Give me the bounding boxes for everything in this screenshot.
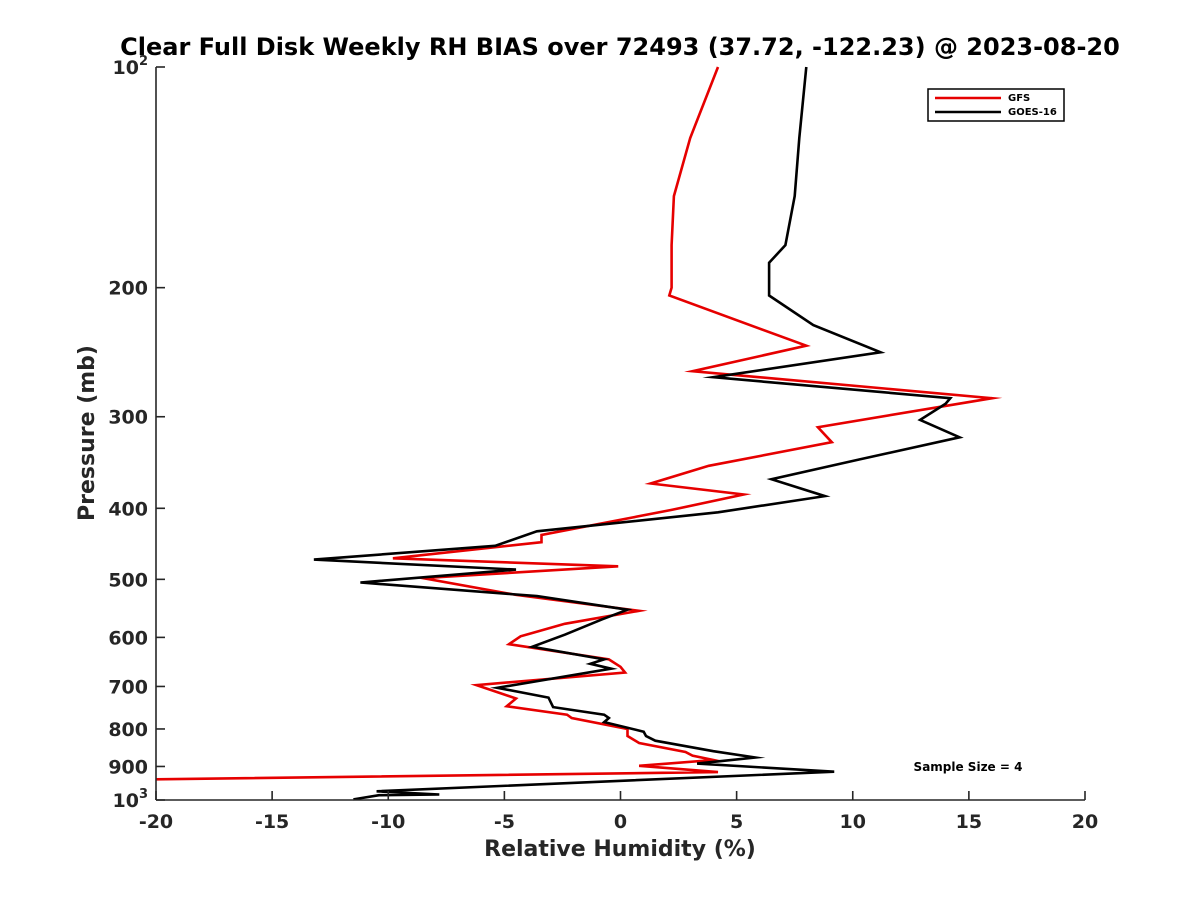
x-tick-label: -10 [371, 811, 405, 833]
plot-area: -20 -15 -10 -5 0 5 10 15 20 102 200 300 400 500 600 700… [108, 54, 1098, 833]
chart-title: Clear Full Disk Weekly RH BIAS over 7249… [120, 33, 1120, 61]
x-tick-label: -20 [139, 811, 173, 833]
legend: GFS GOES-16 [927, 88, 1065, 122]
y-tick-label: 400 [108, 498, 148, 520]
y-tick-label: 700 [108, 676, 148, 698]
x-tick-label: 15 [956, 811, 982, 833]
x-tick-label: -15 [255, 811, 289, 833]
legend-label-gfs: GFS [1008, 93, 1030, 104]
y-tick-label: 200 [108, 278, 148, 300]
x-axis-label: Relative Humidity (%) [484, 837, 756, 862]
y-tick-label: 800 [108, 719, 148, 741]
series-line-gfs [155, 66, 1003, 781]
y-tick-label: 500 [108, 569, 148, 591]
series-line-goes16 [313, 66, 964, 801]
legend-label-goes16: GOES-16 [1008, 107, 1057, 118]
y-tick-label: 900 [108, 756, 148, 778]
sample-size-annotation: Sample Size = 4 [914, 760, 1023, 774]
y-tick-label: 102 [113, 54, 149, 79]
x-tick-label: 20 [1072, 811, 1098, 833]
legend-box [927, 88, 1065, 122]
y-tick-label: 300 [108, 407, 148, 429]
y-axis-label: Pressure (mb) [75, 345, 100, 521]
x-tick-label: -5 [494, 811, 515, 833]
x-tick-label: 5 [730, 811, 743, 833]
y-tick-label: 600 [108, 627, 148, 649]
y-tick-label: 103 [113, 787, 149, 812]
x-tick-label: 10 [840, 811, 866, 833]
x-tick-label: 0 [614, 811, 627, 833]
